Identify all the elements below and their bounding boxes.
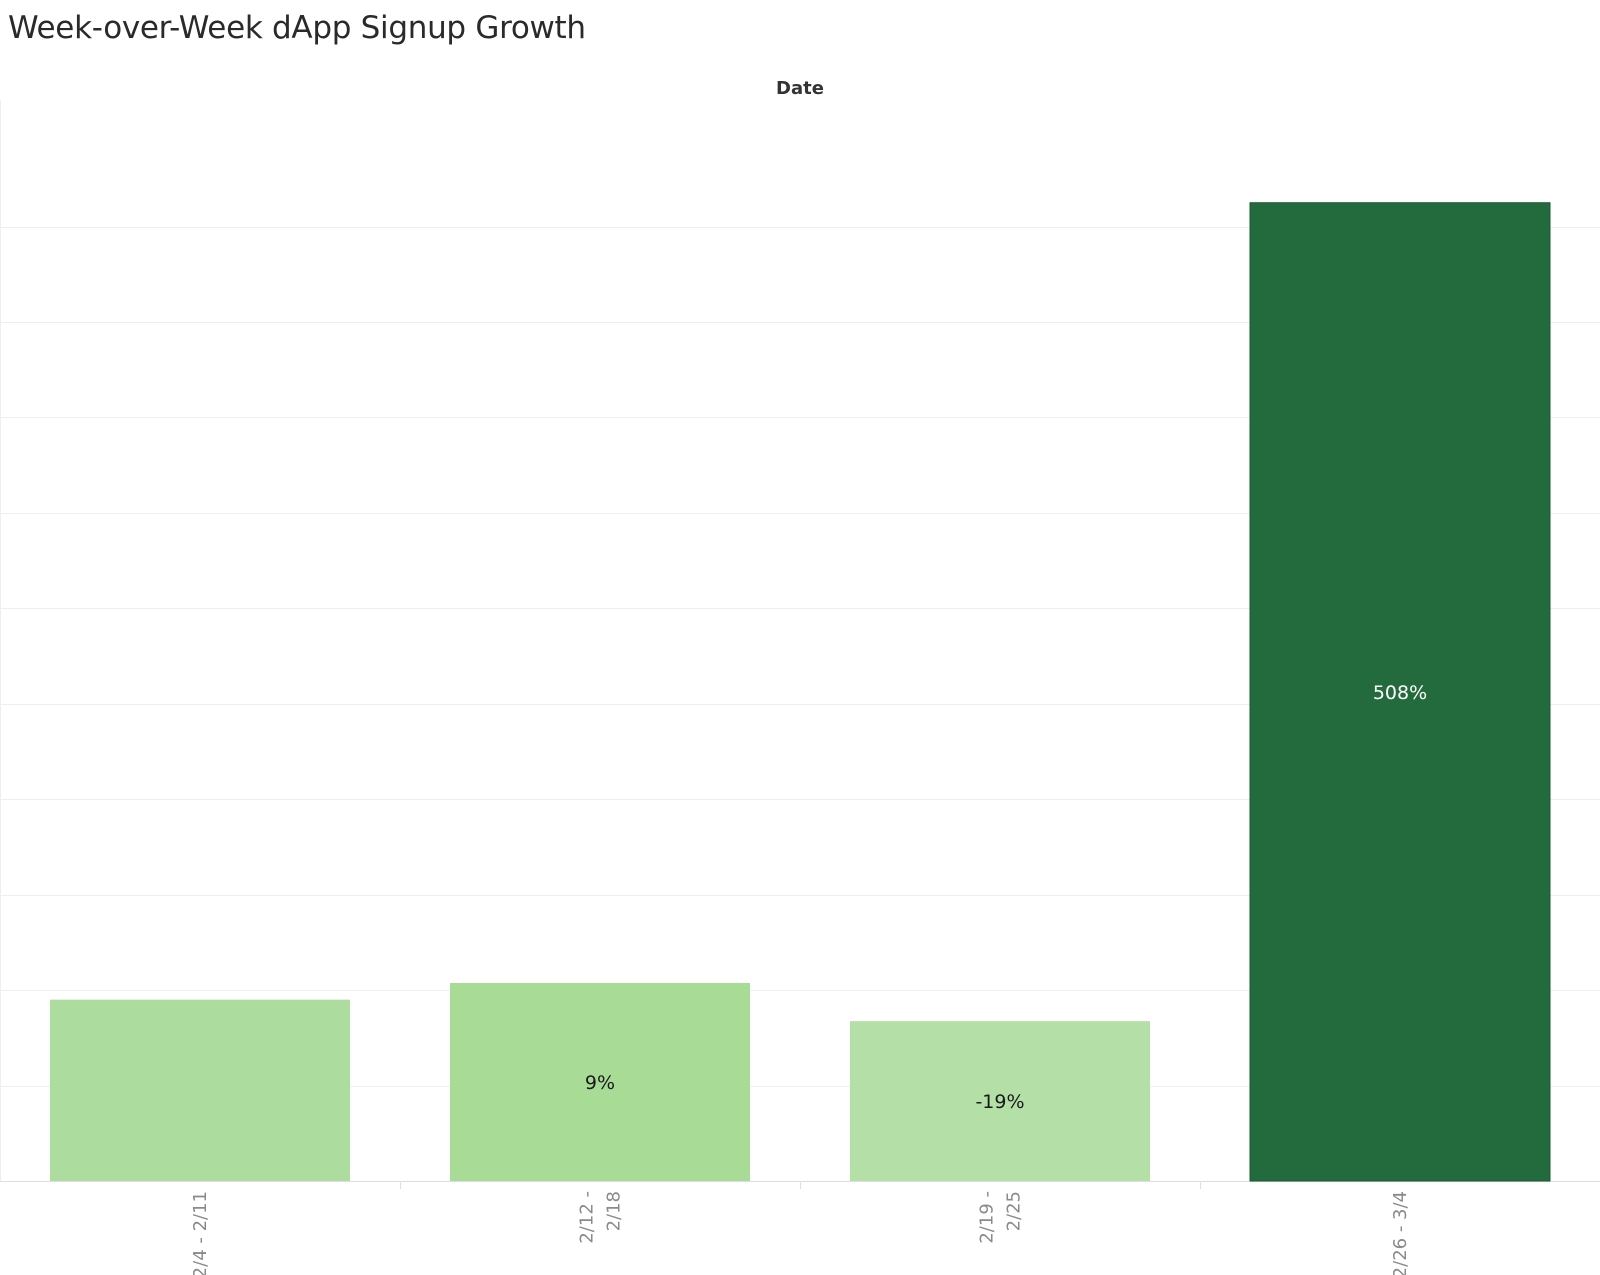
bars: 9% -19% 508% xyxy=(50,202,1551,1182)
x-tick-label-line: 2/26 - 3/4 xyxy=(1390,1191,1411,1275)
bar xyxy=(1249,202,1551,1182)
x-tick-label-line: 2/25 xyxy=(1004,1191,1025,1231)
x-tick-labels: 2/4 - 2/11 2/12 - 2/18 2/19 - 2/25 2/26 - 3/4 xyxy=(190,1191,1411,1275)
bar xyxy=(450,982,750,1181)
bar-data-label: -19% xyxy=(975,1091,1024,1113)
x-tick-label-line: 2/18 xyxy=(604,1191,625,1231)
bar-data-label: 9% xyxy=(585,1072,615,1094)
x-tick-label: 2/26 - 3/4 xyxy=(1390,1191,1411,1275)
chart-title: Week-over-Week dApp Signup Growth xyxy=(8,10,586,46)
bar xyxy=(50,999,350,1181)
x-tick-label: 2/12 - 2/18 xyxy=(577,1191,625,1244)
column-header: Date xyxy=(776,78,824,99)
bar-data-label: 508% xyxy=(1373,682,1427,704)
x-tick-label: 2/19 - 2/25 xyxy=(977,1191,1025,1244)
x-tick-label-line: 2/12 - xyxy=(577,1191,598,1244)
bar xyxy=(850,1021,1150,1181)
x-tick-label-line: 2/4 - 2/11 xyxy=(190,1191,211,1275)
x-tick-label: 2/4 - 2/11 xyxy=(190,1191,211,1275)
x-tick-label-line: 2/19 - xyxy=(977,1191,998,1244)
